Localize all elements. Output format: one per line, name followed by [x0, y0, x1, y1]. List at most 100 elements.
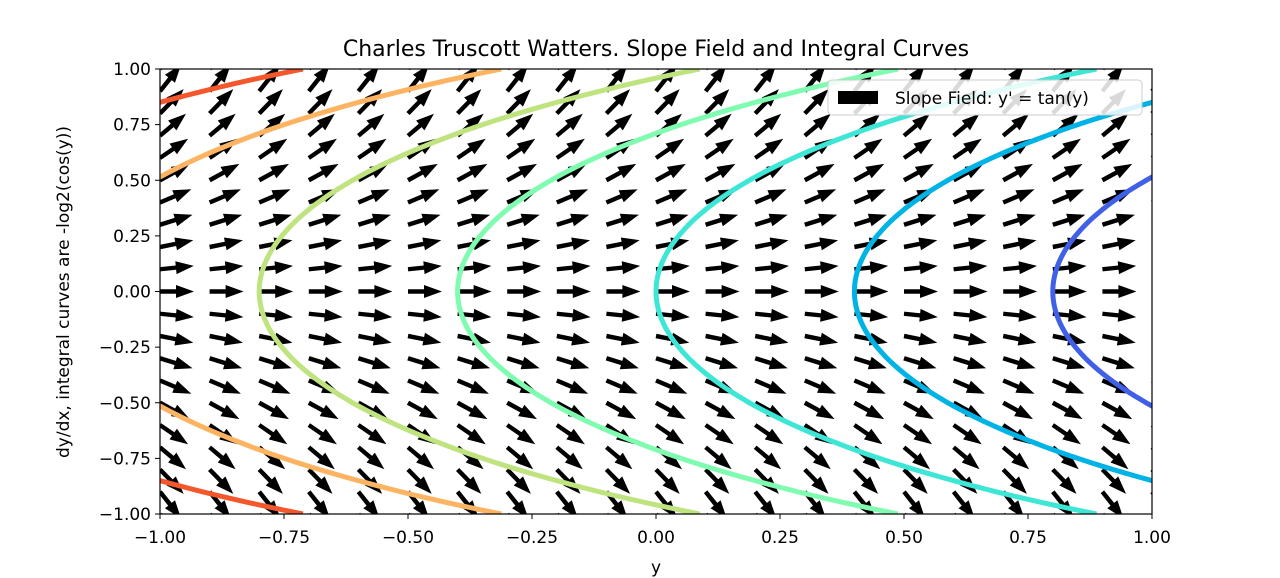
slope-arrow	[804, 512, 808, 514]
slope-arrow	[1101, 113, 1129, 138]
x-tick-label: 0.25	[761, 528, 799, 548]
slope-arrow	[953, 285, 988, 298]
slope-arrow	[258, 378, 291, 394]
slope-arrow	[208, 163, 240, 183]
slope-arrow	[1102, 285, 1137, 298]
slope-arrow	[1001, 113, 1030, 138]
slope-arrow	[406, 113, 434, 138]
slope-arrow	[654, 89, 680, 115]
slope-arrow	[406, 445, 434, 470]
slope-arrow	[160, 445, 186, 470]
slope-arrow	[1151, 200, 1152, 203]
slope-arrow	[258, 213, 292, 227]
slope-arrow	[656, 285, 690, 298]
slope-arrow	[257, 89, 283, 115]
slope-arrow	[1002, 163, 1033, 183]
slope-arrow	[804, 332, 839, 346]
slope-arrow	[407, 189, 440, 205]
slope-arrow	[258, 138, 288, 160]
y-tick-label: 0.75	[113, 116, 151, 136]
slope-arrow	[160, 285, 194, 298]
slope-arrow	[953, 237, 987, 251]
slope-arrow	[654, 400, 686, 420]
slope-arrow	[854, 261, 889, 275]
slope-arrow	[457, 512, 461, 514]
slope-arrow	[308, 237, 343, 251]
slope-arrow	[259, 285, 294, 298]
slope-arrow	[704, 356, 739, 370]
slope-arrow	[655, 261, 690, 275]
slope-arrow	[507, 308, 541, 322]
slope-arrow	[605, 400, 637, 420]
slope-arrow	[208, 356, 243, 370]
slope-arrow	[1002, 378, 1035, 394]
slope-arrow	[407, 356, 441, 370]
x-axis: −1.00 −0.75 −0.50 −0.25 0.00 0.25 0.50 0.75 1.00	[134, 514, 1171, 548]
slope-arrow	[953, 512, 957, 514]
slope-arrow	[704, 445, 732, 470]
slope-arrow	[654, 138, 685, 160]
slope-arrow	[307, 113, 335, 138]
slope-arrow	[1151, 336, 1152, 339]
slope-arrow	[358, 237, 392, 251]
slope-arrow	[357, 356, 391, 370]
slope-arrow	[654, 468, 680, 494]
slope-arrow	[307, 468, 333, 494]
slope-arrow	[952, 423, 982, 445]
slope-arrow	[854, 285, 889, 298]
slope-arrow	[753, 490, 775, 514]
slope-arrow	[953, 308, 988, 322]
slope-arrow	[555, 189, 589, 205]
slope-arrow	[952, 378, 985, 394]
slope-arrow	[209, 261, 244, 275]
slope-arrow	[654, 163, 686, 183]
slope-arrow	[160, 400, 190, 420]
slope-arrow	[407, 213, 441, 227]
slope-arrow	[804, 356, 838, 370]
x-axis-label: y	[651, 558, 661, 578]
slope-arrow	[754, 163, 785, 183]
y-tick-label: −0.50	[99, 394, 151, 414]
slope-arrow	[209, 332, 243, 346]
slope-arrow	[160, 237, 194, 251]
slope-arrow	[852, 468, 879, 494]
slope-arrow	[1150, 447, 1152, 451]
y-tick-label: 0.00	[113, 283, 151, 303]
slope-arrow	[308, 285, 343, 298]
slope-arrow	[606, 261, 641, 275]
slope-arrow	[803, 468, 829, 494]
slope-arrow	[606, 237, 640, 251]
slope-arrow	[507, 261, 541, 275]
slope-arrow	[753, 445, 782, 470]
slope-arrow	[556, 308, 591, 322]
integral-curve	[851, 99, 1152, 484]
slope-arrow	[407, 308, 442, 322]
slope-arrow	[1151, 267, 1152, 270]
slope-arrow	[357, 138, 387, 160]
slope-arrow	[1051, 189, 1085, 205]
y-axis-label: dy/dx, integral curves are -log2(cos(y))	[54, 126, 74, 458]
slope-arrow	[804, 285, 839, 298]
x-tick-label: 1.00	[1133, 528, 1171, 548]
slope-arrow	[952, 400, 984, 420]
slope-arrow	[506, 332, 541, 346]
slope-arrow	[1003, 261, 1037, 275]
slope-arrow	[803, 445, 831, 470]
slope-arrow	[853, 378, 886, 394]
slope-arrow	[1052, 512, 1056, 514]
slope-arrow	[1052, 308, 1087, 322]
slope-arrow	[160, 69, 180, 93]
slope-arrow	[754, 378, 787, 394]
slope-arrow	[1002, 213, 1036, 227]
slope-arrow	[507, 285, 542, 298]
slope-arrow	[1150, 155, 1152, 158]
slope-arrow	[754, 138, 784, 160]
slope-arrow	[902, 468, 928, 494]
slope-arrow	[407, 261, 442, 275]
integral-curve	[256, 69, 701, 514]
integral-curve	[455, 69, 899, 514]
slope-arrow	[903, 332, 938, 346]
integral-curve	[160, 69, 502, 514]
slope-arrow	[160, 138, 189, 160]
slope-arrow	[555, 400, 587, 420]
